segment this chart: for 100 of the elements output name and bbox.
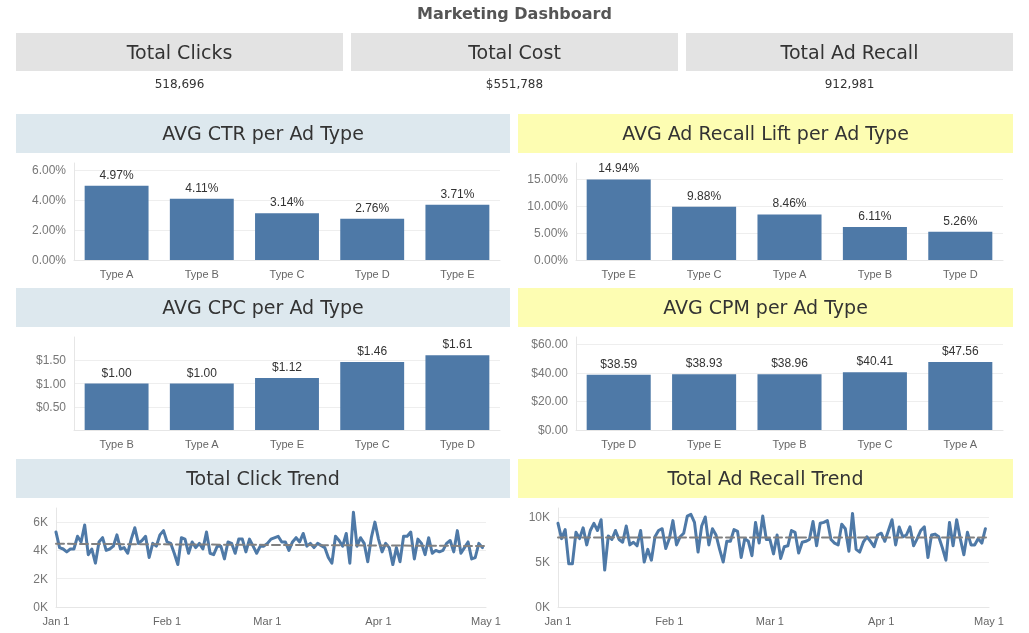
data-label: 5.26% — [943, 213, 978, 228]
x-tick-label: May 1 — [471, 614, 501, 627]
data-label: 6.11% — [858, 209, 892, 224]
bar — [672, 206, 737, 260]
bar — [672, 374, 737, 430]
text: Marketing Dashboard — [416, 4, 613, 23]
bar — [340, 218, 405, 260]
y-tick-label: 6K — [33, 515, 48, 530]
data-label: $40.41 — [856, 354, 894, 369]
x-tick-label: Type D — [354, 267, 390, 280]
x-tick-label: Type E — [269, 437, 305, 450]
y-tick-label: 4.00% — [31, 193, 67, 208]
x-tick-label: Type C — [686, 267, 722, 280]
y-tick-label: 2.00% — [31, 223, 67, 238]
x-tick-label: Type A — [943, 437, 978, 450]
x-tick-label: Mar 1 — [253, 614, 282, 627]
y-tick-label: $60.00 — [531, 337, 569, 352]
bar — [255, 213, 319, 260]
bar — [842, 372, 907, 430]
line-series — [54, 510, 484, 567]
y-tick-label: 0.00% — [533, 253, 569, 267]
text: 912,981 — [824, 77, 875, 91]
chart-title: AVG CPM per Ad Type — [518, 288, 1013, 327]
y-tick-label: $20.00 — [531, 394, 569, 409]
x-tick-label: Type A — [772, 267, 807, 280]
data-label: $1.00 — [186, 365, 218, 380]
data-label: 4.97% — [99, 167, 134, 182]
y-tick-label: 15.00% — [527, 172, 569, 187]
y-tick-label: 0.00% — [31, 253, 67, 267]
x-tick-label: Type A — [184, 437, 220, 450]
x-tick-label: Type E — [440, 267, 475, 280]
y-tick-label: $0.50 — [35, 399, 67, 414]
x-tick-label: Type C — [857, 437, 893, 450]
data-label: 8.46% — [772, 196, 807, 211]
x-tick-label: Type C — [354, 437, 390, 450]
category-label: Total Ad Recall — [686, 33, 1013, 71]
x-tick-label: Type B — [857, 267, 893, 280]
data-label: $1.46 — [357, 344, 388, 359]
bar — [255, 377, 319, 430]
y-tick-label: 2K — [33, 571, 48, 586]
x-tick-label: Jan 1 — [42, 614, 70, 627]
x-tick-label: Type D — [942, 267, 978, 280]
data-label: $38.59 — [600, 356, 638, 371]
bar — [84, 383, 149, 430]
x-tick-label: Apr 1 — [365, 614, 392, 627]
bar — [757, 374, 822, 430]
chart-title: Total Click Trend — [16, 459, 510, 498]
x-tick-label: Type C — [269, 267, 305, 280]
y-tick-label: $40.00 — [531, 365, 569, 380]
data-label: 2.76% — [355, 200, 390, 215]
x-tick-label: Mar 1 — [755, 614, 784, 627]
y-tick-label: $0.00 — [537, 423, 569, 437]
bar — [84, 185, 149, 260]
y-tick-label: 0K — [33, 600, 48, 614]
y-tick-label: 10.00% — [527, 199, 569, 214]
bar — [928, 361, 993, 430]
line-series — [556, 511, 987, 572]
bar — [842, 227, 907, 260]
bar — [928, 231, 993, 260]
data-label: 14.94% — [598, 161, 640, 176]
x-tick-label: Type A — [99, 267, 135, 280]
data-label: $1.00 — [101, 365, 132, 380]
text: $551,788 — [485, 77, 544, 91]
y-tick-label: 4K — [33, 543, 48, 558]
data-label: $1.12 — [271, 359, 303, 374]
x-tick-label: Feb 1 — [153, 614, 182, 627]
y-tick-label: 5K — [535, 555, 550, 569]
x-tick-label: Jan 1 — [544, 614, 572, 627]
data-label: $38.93 — [685, 356, 723, 371]
y-tick-label: $1.50 — [35, 353, 67, 368]
text: 518,696 — [154, 77, 205, 91]
data-label: $1.61 — [442, 337, 473, 352]
y-tick-label: 5.00% — [533, 226, 569, 241]
y-tick-label: 10K — [528, 510, 550, 524]
chart-title: Total Ad Recall Trend — [518, 459, 1013, 498]
x-tick-label: Type B — [772, 437, 807, 450]
x-tick-label: Type E — [601, 267, 636, 280]
x-tick-label: Type D — [601, 437, 637, 450]
data-label: $47.56 — [941, 343, 979, 358]
x-tick-label: Type B — [184, 267, 219, 280]
bar — [169, 198, 234, 260]
data-label: 4.11% — [185, 180, 219, 195]
y-tick-label: 0K — [535, 600, 550, 614]
y-tick-label: $1.00 — [35, 376, 67, 391]
x-tick-label: Apr 1 — [868, 614, 895, 627]
category-label: Total Cost — [351, 33, 678, 71]
bar — [586, 179, 651, 260]
chart-title: AVG Ad Recall Lift per Ad Type — [518, 114, 1013, 153]
data-label: $38.96 — [771, 356, 809, 371]
bar — [340, 362, 405, 430]
bar — [425, 355, 490, 430]
x-tick-label: Type B — [99, 437, 134, 450]
data-label: 9.88% — [687, 188, 722, 203]
data-label: 3.71% — [440, 186, 475, 201]
x-tick-label: Type D — [439, 437, 475, 450]
bar — [586, 374, 651, 430]
category-label: Total Clicks — [16, 33, 343, 71]
x-tick-label: May 1 — [974, 614, 1004, 627]
x-tick-label: Feb 1 — [655, 614, 684, 627]
x-tick-label: Type E — [686, 437, 722, 450]
